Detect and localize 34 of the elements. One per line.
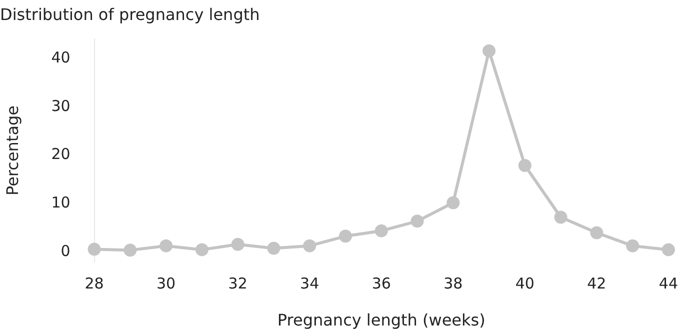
y-tick-label: 40 <box>51 48 70 66</box>
y-axis-title: Percentage <box>2 105 22 196</box>
point <box>590 226 604 240</box>
y-tick-label: 30 <box>51 96 70 115</box>
point <box>195 243 208 256</box>
point <box>374 224 388 238</box>
point <box>446 196 460 210</box>
point <box>482 44 496 58</box>
x-tick-label: 44 <box>658 274 678 293</box>
x-tick-label: 28 <box>84 274 104 293</box>
x-tick-label: 30 <box>156 274 176 293</box>
point <box>303 239 316 252</box>
point <box>231 238 244 251</box>
point <box>662 243 675 256</box>
point <box>160 239 173 252</box>
point <box>554 210 568 224</box>
x-tick-label: 40 <box>515 274 534 293</box>
x-tick-label: 36 <box>372 274 391 293</box>
chart-title: Distribution of pregnancy length <box>0 4 260 24</box>
y-tick-label: 10 <box>51 194 70 212</box>
x-axis-title: Pregnancy length (weeks) <box>277 310 486 330</box>
x-tick-label: 42 <box>587 274 606 293</box>
point <box>410 214 424 228</box>
point <box>124 244 137 257</box>
y-tick-label: 0 <box>60 242 70 260</box>
point <box>88 242 101 256</box>
x-tick-label: 32 <box>228 274 248 293</box>
x-tick-label: 34 <box>300 274 320 293</box>
y-tick-label: 20 <box>51 145 70 164</box>
x-tick-label: 38 <box>444 274 463 293</box>
point <box>267 242 280 255</box>
point <box>626 239 640 252</box>
point <box>518 159 532 172</box>
point <box>338 230 352 243</box>
